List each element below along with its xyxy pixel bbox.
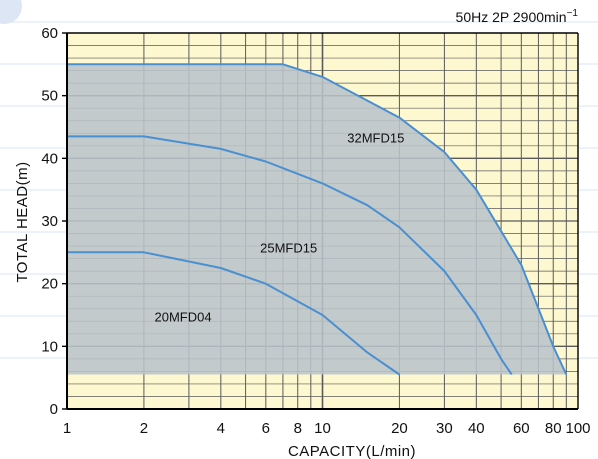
y-tick-label: 0 xyxy=(50,401,58,418)
x-tick-label: 8 xyxy=(294,420,302,437)
y-tick-label: 10 xyxy=(41,338,58,355)
series-label-25MFD15: 25MFD15 xyxy=(260,240,317,255)
condition-label: 50Hz 2P 2900min−1 xyxy=(456,8,579,25)
x-tick-label: 80 xyxy=(545,420,562,437)
series-label-20MFD04: 20MFD04 xyxy=(154,309,211,324)
x-tick-labels: 1 2 4 6 8 10 20 30 40 60 80 100 xyxy=(63,420,591,437)
y-tick-label: 40 xyxy=(41,150,58,167)
x-tick-label: 6 xyxy=(262,420,270,437)
x-tick-label: 30 xyxy=(436,420,453,437)
x-tick-label: 20 xyxy=(391,420,408,437)
corner-decoration xyxy=(0,0,22,24)
x-tick-label: 2 xyxy=(140,420,148,437)
series-line-20MFD04 xyxy=(67,251,400,376)
series-line-32MFD15 xyxy=(67,63,568,375)
x-tick-label: 100 xyxy=(565,420,590,437)
series-labels: 32MFD15 25MFD15 20MFD04 xyxy=(154,131,404,325)
x-tick-label: 40 xyxy=(468,420,485,437)
series-curves xyxy=(67,63,568,376)
y-tick-label: 20 xyxy=(41,276,58,293)
x-tick-label: 10 xyxy=(314,420,331,437)
x-axis-title: CAPACITY(L/min) xyxy=(288,443,416,459)
y-tick-labels: 0 10 20 30 40 50 60 xyxy=(41,25,58,418)
y-tick-label: 30 xyxy=(41,213,58,230)
x-tick-label: 1 xyxy=(63,420,71,437)
series-label-32MFD15: 32MFD15 xyxy=(347,131,404,146)
series-line-25MFD15 xyxy=(67,135,513,376)
operating-range-area xyxy=(67,64,567,375)
y-axis-title: TOTAL HEAD(m) xyxy=(14,161,31,282)
x-tick-label: 4 xyxy=(217,420,225,437)
axes xyxy=(62,32,579,410)
x-tick-label: 60 xyxy=(513,420,530,437)
y-tick-label: 60 xyxy=(41,25,58,42)
y-tick-label: 50 xyxy=(41,88,58,105)
